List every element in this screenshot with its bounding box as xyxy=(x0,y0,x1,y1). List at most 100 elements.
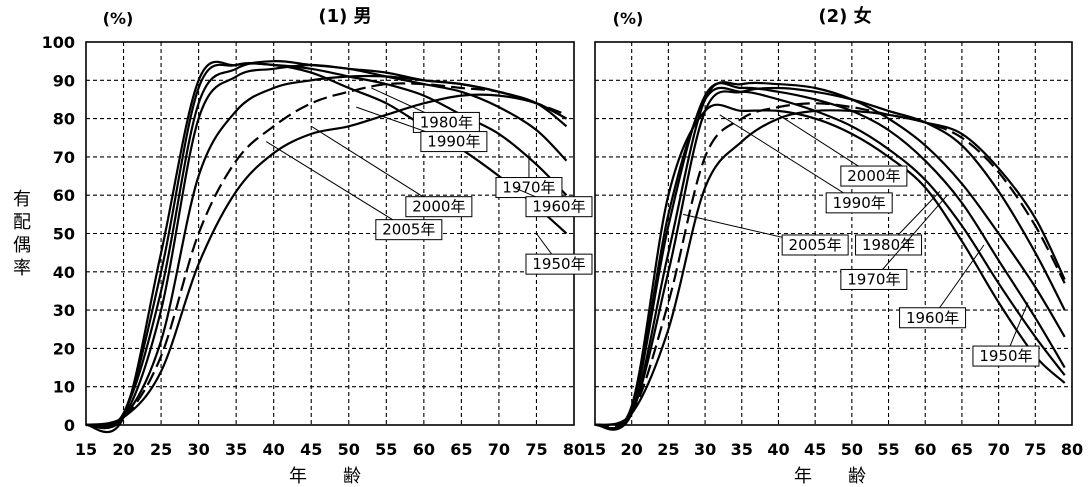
label-box xyxy=(840,165,908,187)
series-line xyxy=(594,86,1066,430)
y-tick-label: 30 xyxy=(53,301,75,320)
label-box xyxy=(855,234,923,256)
x-tick-label: 25 xyxy=(657,440,679,459)
series-label: 2000年 xyxy=(412,198,465,216)
unit-label-female: (%) xyxy=(613,9,644,28)
panel-male: (%) (1) 男 年 齢 15 20 25 30 35 40 45 50 55 60 65 70 75… xyxy=(42,6,593,487)
y-axis-title-char: 偶 xyxy=(13,235,31,256)
x-tick-label: 70 xyxy=(987,440,1009,459)
series-line xyxy=(85,63,568,429)
x-tick-label: 75 xyxy=(1024,440,1046,459)
x-tick-label: 30 xyxy=(187,440,209,459)
series-line xyxy=(594,103,1066,430)
x-tick-label: 15 xyxy=(75,440,97,459)
x-tick-label: 65 xyxy=(450,440,472,459)
x-tick-label: 35 xyxy=(225,440,247,459)
x-tick-label: 80 xyxy=(563,440,585,459)
label-box xyxy=(525,196,593,218)
label-box xyxy=(972,345,1040,367)
series-line xyxy=(85,93,568,427)
label-box xyxy=(825,192,893,214)
label-box xyxy=(375,219,443,241)
y-tick-label: 80 xyxy=(53,110,75,129)
series-label: 2000年 xyxy=(847,167,900,185)
series-label: 1950年 xyxy=(532,255,585,273)
label-leader-line xyxy=(265,141,410,231)
series-label: 2005年 xyxy=(789,236,842,254)
x-axis-title-male: 年 齢 xyxy=(289,466,361,487)
y-tick-label: 10 xyxy=(53,378,75,397)
y-tick-label: 0 xyxy=(64,416,75,435)
y-tick-label: 60 xyxy=(53,186,75,205)
x-tick-label: 60 xyxy=(914,440,936,459)
y-tick-label: 50 xyxy=(53,225,75,244)
series-label: 1960年 xyxy=(532,198,585,216)
x-tick-label: 15 xyxy=(584,440,606,459)
label-leader-line xyxy=(719,114,860,204)
label-leader-line xyxy=(873,194,948,280)
series-label: 1980年 xyxy=(862,236,915,254)
y-axis-title-char: 配 xyxy=(13,212,31,233)
series-label: 1980年 xyxy=(420,113,473,131)
x-tick-label: 40 xyxy=(767,440,789,459)
x-tick-label: 45 xyxy=(300,440,322,459)
label-box xyxy=(899,307,967,329)
x-tick-label: 75 xyxy=(525,440,547,459)
plot-frame xyxy=(594,41,1073,426)
x-tick-label: 20 xyxy=(112,440,134,459)
series-line xyxy=(594,109,1066,427)
series-line xyxy=(85,74,568,428)
label-box xyxy=(405,196,473,218)
x-tick-label: 40 xyxy=(263,440,285,459)
label-box xyxy=(840,268,908,290)
series-label: 1990年 xyxy=(427,133,480,151)
y-tick-label: 100 xyxy=(42,33,75,52)
series-line xyxy=(594,102,1066,428)
chart-title-male: (1) 男 xyxy=(318,6,371,27)
label-leader-line xyxy=(932,244,985,319)
label-box xyxy=(420,131,488,153)
panel-female: (%) (2) 女 年 齢 15 20 25 30 35 40 45 50 55 60 65 70 75… xyxy=(584,5,1083,487)
x-tick-label: 50 xyxy=(841,440,863,459)
series-label: 1990年 xyxy=(833,194,886,212)
x-tick-label: 60 xyxy=(413,440,435,459)
series-line xyxy=(594,81,1066,431)
x-tick-label: 20 xyxy=(621,440,643,459)
y-axis-title: 有配偶率 xyxy=(13,189,31,279)
series-line xyxy=(85,82,567,427)
x-tick-label: 65 xyxy=(951,440,973,459)
series-line xyxy=(85,60,568,429)
x-tick-label: 35 xyxy=(731,440,753,459)
y-axis-title-char: 有 xyxy=(13,189,31,210)
y-tick-label: 40 xyxy=(53,263,75,282)
plot-area-female: 15 20 25 30 35 40 45 50 55 60 65 70 75 80 2000年 1990年 20… xyxy=(584,41,1083,459)
series-line xyxy=(85,60,568,434)
y-tick-label: 20 xyxy=(53,339,75,358)
x-tick-label: 80 xyxy=(1061,440,1083,459)
series-label: 1970年 xyxy=(502,179,555,197)
series-line xyxy=(594,82,1066,430)
x-tick-label: 45 xyxy=(804,440,826,459)
chart-title-female: (2) 女 xyxy=(818,5,871,27)
plot-frame xyxy=(85,41,575,426)
x-tick-label: 55 xyxy=(375,440,397,459)
series-line xyxy=(85,62,568,430)
unit-label-male: (%) xyxy=(103,9,134,28)
series-line xyxy=(594,86,1066,431)
x-tick-label: 50 xyxy=(338,440,360,459)
x-tick-label: 70 xyxy=(488,440,510,459)
series-label: 1960年 xyxy=(906,309,959,327)
y-tick-label: 70 xyxy=(53,148,75,167)
y-axis-title-char: 率 xyxy=(13,258,31,279)
x-tick-label: 30 xyxy=(694,440,716,459)
y-tick-label: 90 xyxy=(53,71,75,90)
series-label: 2005年 xyxy=(382,221,435,239)
plot-area-male: 15 20 25 30 35 40 45 50 55 60 65 70 75 80 0 10 20 30 40 50 6… xyxy=(42,33,593,459)
x-tick-label: 55 xyxy=(877,440,899,459)
label-leader-line xyxy=(310,125,440,208)
x-axis-title-female: 年 齢 xyxy=(794,466,866,487)
label-box xyxy=(525,253,593,275)
label-box xyxy=(781,234,849,256)
x-tick-label: 25 xyxy=(150,440,172,459)
